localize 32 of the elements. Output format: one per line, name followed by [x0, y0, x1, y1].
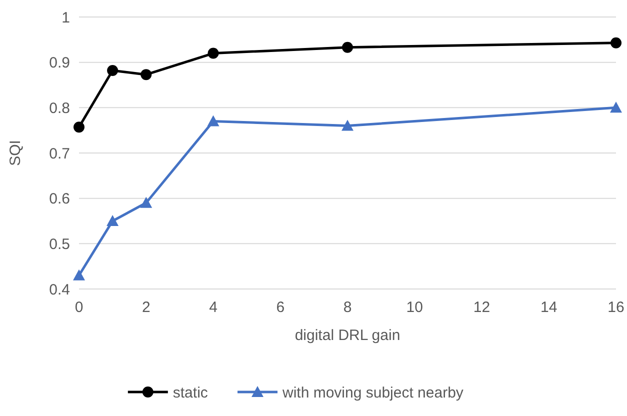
- point: [73, 269, 85, 280]
- y-tick-label: 0.8: [49, 100, 70, 117]
- legend-label: static: [172, 384, 208, 402]
- x-tick-label: 12: [473, 299, 490, 316]
- x-tick-label: 0: [74, 299, 84, 316]
- point: [610, 102, 622, 113]
- y-tick-label: 0.9: [49, 54, 70, 72]
- point: [207, 115, 220, 126]
- y-tick-label: 0.6: [49, 190, 70, 208]
- y-tick-label: 0.4: [49, 281, 70, 298]
- x-tick-label: 8: [343, 299, 352, 316]
- legend-label: with moving subject nearby: [282, 384, 464, 402]
- point: [208, 48, 219, 59]
- x-tick-label: 16: [608, 299, 624, 316]
- point: [342, 42, 353, 53]
- x-tick-label: 4: [209, 299, 218, 316]
- point: [140, 69, 152, 80]
- y-tick-label: 0.5: [49, 236, 70, 253]
- x-tick-label: 2: [142, 299, 150, 316]
- point: [140, 196, 152, 208]
- x-axis-title: digital DRL gain: [294, 327, 400, 344]
- y-tick-label: 1: [62, 9, 70, 26]
- point: [107, 64, 118, 76]
- point: [342, 120, 354, 131]
- x-tick-label: 10: [406, 299, 423, 316]
- x-tick-label: 6: [276, 299, 285, 316]
- point: [106, 215, 119, 226]
- point: [610, 37, 622, 48]
- y-tick-label: 0.7: [49, 145, 70, 162]
- point: [74, 122, 84, 133]
- y-axis-title: SQI: [7, 140, 24, 166]
- x-tick-label: 14: [540, 299, 558, 316]
